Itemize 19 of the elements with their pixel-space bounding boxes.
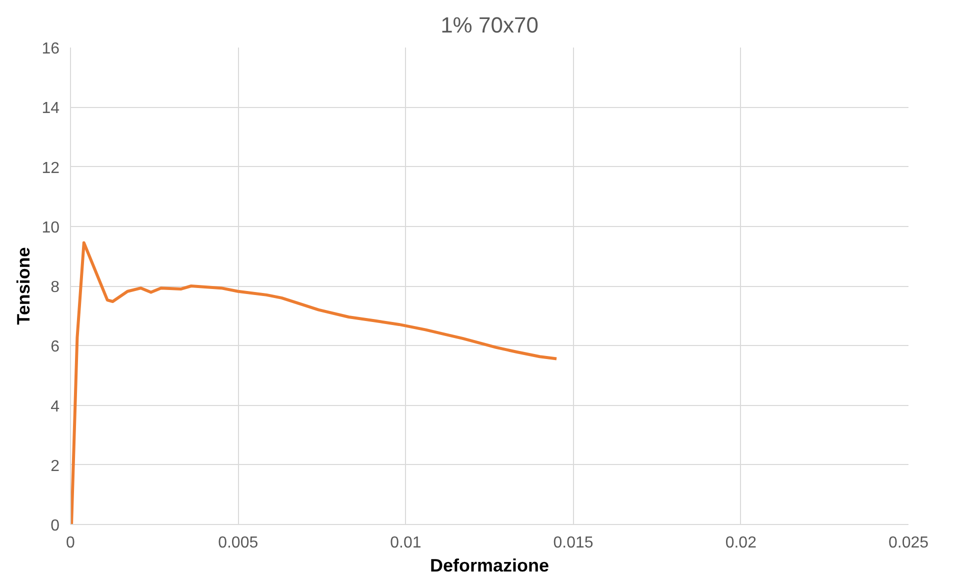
x-tick-label: 0 bbox=[66, 534, 76, 552]
x-tick-label: 0.02 bbox=[725, 534, 757, 552]
x-tick-label: 0.025 bbox=[888, 534, 929, 552]
x-tick-label: 0.01 bbox=[390, 534, 422, 552]
y-tick-label: 10 bbox=[42, 219, 60, 236]
chart-title: 1% 70x70 bbox=[440, 12, 538, 38]
y-tick-label: 0 bbox=[50, 518, 60, 534]
x-tick-label: 0.005 bbox=[218, 534, 258, 552]
y-tick-label: 8 bbox=[50, 279, 60, 296]
y-tick-label: 2 bbox=[50, 458, 60, 475]
y-tick-label: 14 bbox=[42, 100, 60, 118]
y-tick-label: 12 bbox=[42, 160, 60, 177]
y-tick-label: 4 bbox=[50, 398, 60, 416]
y-tick-label: 6 bbox=[50, 338, 60, 356]
y-axis-title: Tensione bbox=[14, 247, 34, 325]
x-axis-title: Deformazione bbox=[430, 556, 550, 576]
y-tick-label: 16 bbox=[42, 40, 60, 58]
x-tick-label: 0.015 bbox=[553, 534, 594, 552]
line-series bbox=[70, 241, 558, 524]
